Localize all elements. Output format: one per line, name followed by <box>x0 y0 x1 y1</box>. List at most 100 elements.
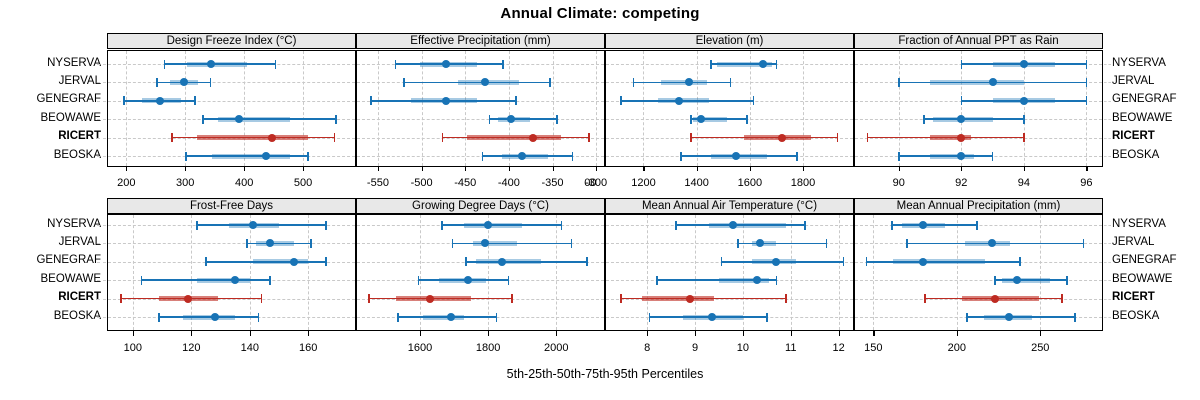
axis-tick-label: 160 <box>299 341 318 354</box>
whisker-cap <box>1019 257 1022 267</box>
leader-dashes-left <box>97 156 106 157</box>
axis-tick-label: 1400 <box>684 176 709 189</box>
gridline-vertical <box>185 50 187 166</box>
axis-tick-mark <box>249 331 251 336</box>
axis-tick-mark <box>185 166 187 171</box>
median-dot <box>686 294 695 303</box>
axis-tick-mark <box>244 166 246 171</box>
axis-tick-mark <box>552 166 554 171</box>
whisker-cap <box>720 257 723 267</box>
median-dot <box>674 96 683 105</box>
whisker-cap <box>966 312 968 322</box>
whisker-cap <box>976 220 978 230</box>
whisker-cap <box>1061 294 1063 304</box>
whisker-cap <box>690 133 692 143</box>
whisker-cap <box>836 133 839 143</box>
row-label-right: JERVAL <box>1112 235 1155 248</box>
axis-tick-mark <box>132 331 135 336</box>
gridline-vertical <box>308 215 310 330</box>
whisker-line <box>711 63 777 65</box>
axis-tick-label: -400 <box>497 176 520 189</box>
panel-body <box>854 214 1103 331</box>
row-label-left: RICERT <box>58 291 101 304</box>
axis-tick-mark <box>790 331 792 336</box>
row-label-right: BEOSKA <box>1112 309 1160 322</box>
gridline-vertical <box>508 50 510 166</box>
whisker-line <box>738 242 827 245</box>
gridline-vertical <box>749 50 751 166</box>
whisker-cap <box>209 77 212 87</box>
whisker-line <box>466 261 587 263</box>
leader-dashes-right <box>1104 261 1111 263</box>
axis-tick-mark <box>488 331 490 336</box>
panel-strip: Mean Annual Precipitation (mm) <box>854 197 1103 214</box>
median-dot <box>1019 96 1028 105</box>
median-dot <box>235 115 244 124</box>
whisker-cap <box>865 257 868 267</box>
axis-tick-label: 12 <box>832 341 845 354</box>
median-dot <box>426 294 435 303</box>
axis-tick-label: -450 <box>454 176 477 189</box>
row-label-left: BEOSKA <box>53 148 101 161</box>
panel-strip: Design Freeze Index (°C) <box>107 32 356 49</box>
panel-strip: Fraction of Annual PPT as Rain <box>854 32 1103 49</box>
panel-strip-title: Mean Annual Air Temperature (°C) <box>641 199 818 212</box>
whisker-line <box>898 155 993 157</box>
chart-title: Annual Climate: competing <box>500 5 700 22</box>
whisker-line <box>442 224 562 226</box>
panel-strip-title: Design Freeze Index (°C) <box>166 34 297 47</box>
whisker-cap <box>465 257 467 267</box>
whisker-cap <box>1074 312 1077 322</box>
median-dot <box>772 257 781 266</box>
axis-tick-label: 11 <box>785 341 797 354</box>
axis-tick-label: 500 <box>293 176 313 189</box>
leader-dashes-left <box>97 64 106 65</box>
whisker-cap <box>710 59 713 69</box>
panel-body <box>107 214 356 331</box>
whisker-cap <box>120 294 122 304</box>
median-dot <box>442 96 451 105</box>
whisker-cap <box>269 275 272 285</box>
gridline-horizontal <box>108 100 355 102</box>
gridline-vertical <box>1040 215 1042 330</box>
row-label-left: GENEGRAF <box>36 93 101 106</box>
whisker-line <box>185 155 308 157</box>
leader-dashes-right <box>1104 156 1111 157</box>
whisker-line <box>891 224 977 226</box>
whisker-cap <box>307 151 309 161</box>
axis-tick-mark <box>1040 331 1042 336</box>
gridline-vertical <box>465 50 467 166</box>
median-dot <box>957 152 966 160</box>
whisker-cap <box>775 59 778 69</box>
median-dot <box>248 221 257 229</box>
axis-tick-mark <box>556 331 558 336</box>
whisker-line <box>656 279 777 281</box>
axis-tick-label: 400 <box>234 176 254 189</box>
panel-body <box>356 214 605 331</box>
axis-tick-label: 90 <box>892 176 905 189</box>
leader-dashes-right <box>1104 225 1111 226</box>
whisker-cap <box>417 275 420 285</box>
axis-tick-mark <box>695 331 697 336</box>
median-dot <box>758 60 767 68</box>
leader-dashes-left <box>97 137 106 139</box>
whisker-cap <box>441 133 444 143</box>
axis-tick-label: 200 <box>947 341 966 354</box>
panel-strip-title: Growing Degree Days (°C) <box>412 199 549 212</box>
median-dot <box>707 313 716 321</box>
row-label-right: NYSERVA <box>1112 217 1166 230</box>
gridline-vertical <box>377 50 379 166</box>
whisker-cap <box>324 220 327 230</box>
axis-tick-label: 10 <box>736 341 750 354</box>
panel-strip-title: Effective Precipitation (mm) <box>410 34 551 47</box>
axis-tick-label: -300 <box>585 176 608 189</box>
whisker-cap <box>324 257 327 267</box>
whisker-cap <box>403 77 405 87</box>
axis-tick-label: 8 <box>644 341 651 354</box>
axis-tick-mark <box>126 166 128 171</box>
whisker-cap <box>825 238 828 248</box>
leader-dashes-left <box>97 317 106 318</box>
axis-tick-mark <box>647 331 649 336</box>
whisker-cap <box>632 77 635 87</box>
